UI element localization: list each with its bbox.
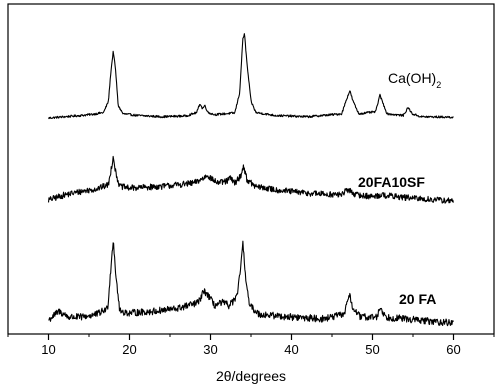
x-tick-label-10: 10 [41,342,55,357]
x-tick-label-20: 20 [122,342,136,357]
x-tick-label-40: 40 [284,342,298,357]
trace-20fa10sf [47,155,454,204]
diffraction-traces [47,33,454,327]
x-tick-label-50: 50 [365,342,379,357]
plot-frame [7,3,495,335]
x-tick-label-60: 60 [446,342,460,357]
series-label-caoh2: Ca(OH)2 [388,70,441,90]
series-labels: Ca(OH)2 20FA10SF 20 FA [358,70,441,307]
trace-20-fa [48,240,454,327]
x-axis-title: 2θ/degrees [216,368,286,384]
x-tick-label-30: 30 [203,342,217,357]
trace-ca-oh- [48,33,454,120]
series-label-20fa: 20 FA [399,291,436,307]
x-axis-ticks: 10 20 30 40 50 60 [7,334,495,357]
series-label-20fa10sf: 20FA10SF [358,174,425,190]
